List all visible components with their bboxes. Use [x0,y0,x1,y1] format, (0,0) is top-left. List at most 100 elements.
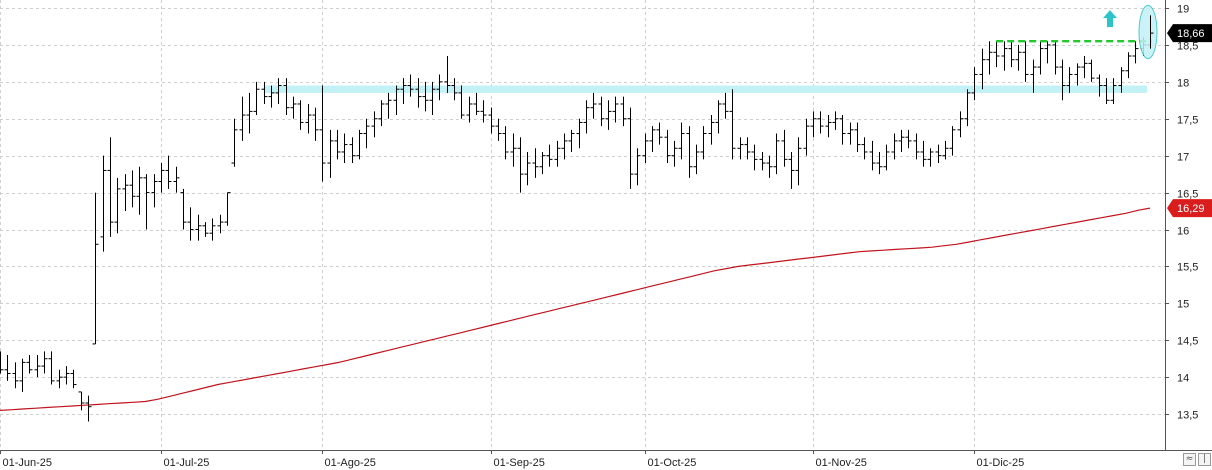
ohlc-bar [407,74,414,97]
ohlc-bar [195,214,202,241]
x-tick-label: 01-Sep-25 [494,457,545,469]
support-zone-band [263,85,1147,93]
x-tick-label: 01-Ago-25 [325,457,376,469]
moving-average-tag [1167,199,1212,218]
ohlc-bar [891,133,898,160]
ohlc-bar [400,78,407,104]
ohlc-bar [927,148,934,167]
ohlc-bar [913,133,920,160]
moving-average-series [0,207,1151,411]
ohlc-bar [839,115,846,145]
ohlc-bar [620,96,627,127]
ohlc-bar [297,100,304,130]
ohlc-bar [0,351,4,374]
x-axis: 01-Jun-25 01-Jul-25 01-Ago-25 01-Sep-25 01-O… [0,450,1025,469]
ohlc-bar [187,207,194,241]
ohlc-bar [63,366,70,385]
ohlc-bar [546,144,553,167]
ohlc-bar [949,126,956,156]
ohlc-bar [290,96,297,119]
y-tick-label: 16 [1177,226,1189,238]
support-zone [263,85,1147,93]
ohlc-bar [773,133,780,175]
ohlc-bar [795,137,802,186]
ohlc-bar [781,129,788,167]
ohlc-bar [1044,41,1051,64]
y-tick-label: 15 [1177,299,1189,311]
ohlc-bar [1132,41,1139,64]
ohlc-bar [1052,41,1059,75]
ohlc-bar [217,214,224,234]
ohlc-bar [729,89,736,160]
price-tags: 18,66 16,29 [1167,24,1212,218]
x-tick-label: 01-Nov-25 [816,457,867,469]
ohlc-bar [847,122,854,145]
ohlc-bar [576,118,583,149]
ohlc-bar [971,67,978,101]
scale-toggle-icon[interactable]: | [1198,453,1211,466]
ohlc-bar [114,177,121,234]
y-tick-label: 13,5 [1177,410,1198,422]
ohlc-bar [173,166,180,193]
ohlc-bar [1022,41,1029,82]
annotations [996,4,1158,60]
ohlc-bar [1110,78,1117,104]
ohlc-bar [700,126,707,160]
ohlc-bar [686,126,693,178]
ohlc-bar [832,111,839,130]
ohlc-bar [664,129,671,164]
ohlc-bar [495,118,502,141]
ohlc-bar [239,96,246,141]
ohlc-bar [693,144,700,175]
ohlc-bar [4,355,11,381]
ohlc-bar [341,133,348,164]
ohlc-bar [751,144,758,171]
last-price-tag [1167,24,1212,43]
ohlc-bar [488,107,495,134]
ohlc-bar [473,92,480,116]
ohlc-bar [209,218,216,241]
ohlc-bar [561,133,568,160]
ohlc-bar [422,81,429,112]
ohlc-bar [854,122,861,152]
ohlc-bar [1118,67,1125,93]
ohlc-bar [202,222,209,237]
ohlc-bar [1096,74,1103,97]
ohlc-bar [34,355,41,378]
x-tick-label: 01-Jun-25 [3,457,53,469]
ohlc-bar [524,151,531,186]
ohlc-bar [964,89,971,127]
ohlc-bar [466,96,473,123]
ohlc-bar [590,92,597,119]
last-price-label: 18,66 [1177,28,1205,40]
ohlc-bar [283,78,290,116]
ohlc-bar [898,129,905,152]
ohlc-bar [532,148,539,178]
ohlc-bar [517,137,524,193]
ohlc-bar [48,351,55,385]
ohlc-bar [312,107,319,141]
ohlc-bar [935,144,942,164]
ohlc-bar [224,192,231,226]
ohlc-bar [122,174,129,212]
ohlc-bar [19,358,26,392]
ohlc-bar [1037,41,1044,75]
ohlc-bar [612,96,619,123]
x-tick-label: 01-Dic-25 [977,457,1025,469]
expand-icon[interactable]: ≈ [1183,453,1196,466]
ohlc-bar [986,41,993,75]
ohlc-bar [451,78,458,101]
ohlc-bar [107,137,114,237]
y-tick-label: 14 [1177,373,1189,385]
ohlc-bar [1081,55,1088,79]
ohlc-bar [656,122,663,145]
y-tick-label: 18 [1177,78,1189,90]
ohlc-bar [861,137,868,160]
y-tick-label: 15,5 [1177,262,1198,274]
ohlc-bar [429,81,436,116]
ohlc-bar [708,115,715,145]
ohlc-bar [869,140,876,171]
ohlc-bar [502,126,509,160]
ohlc-bar [56,369,63,389]
